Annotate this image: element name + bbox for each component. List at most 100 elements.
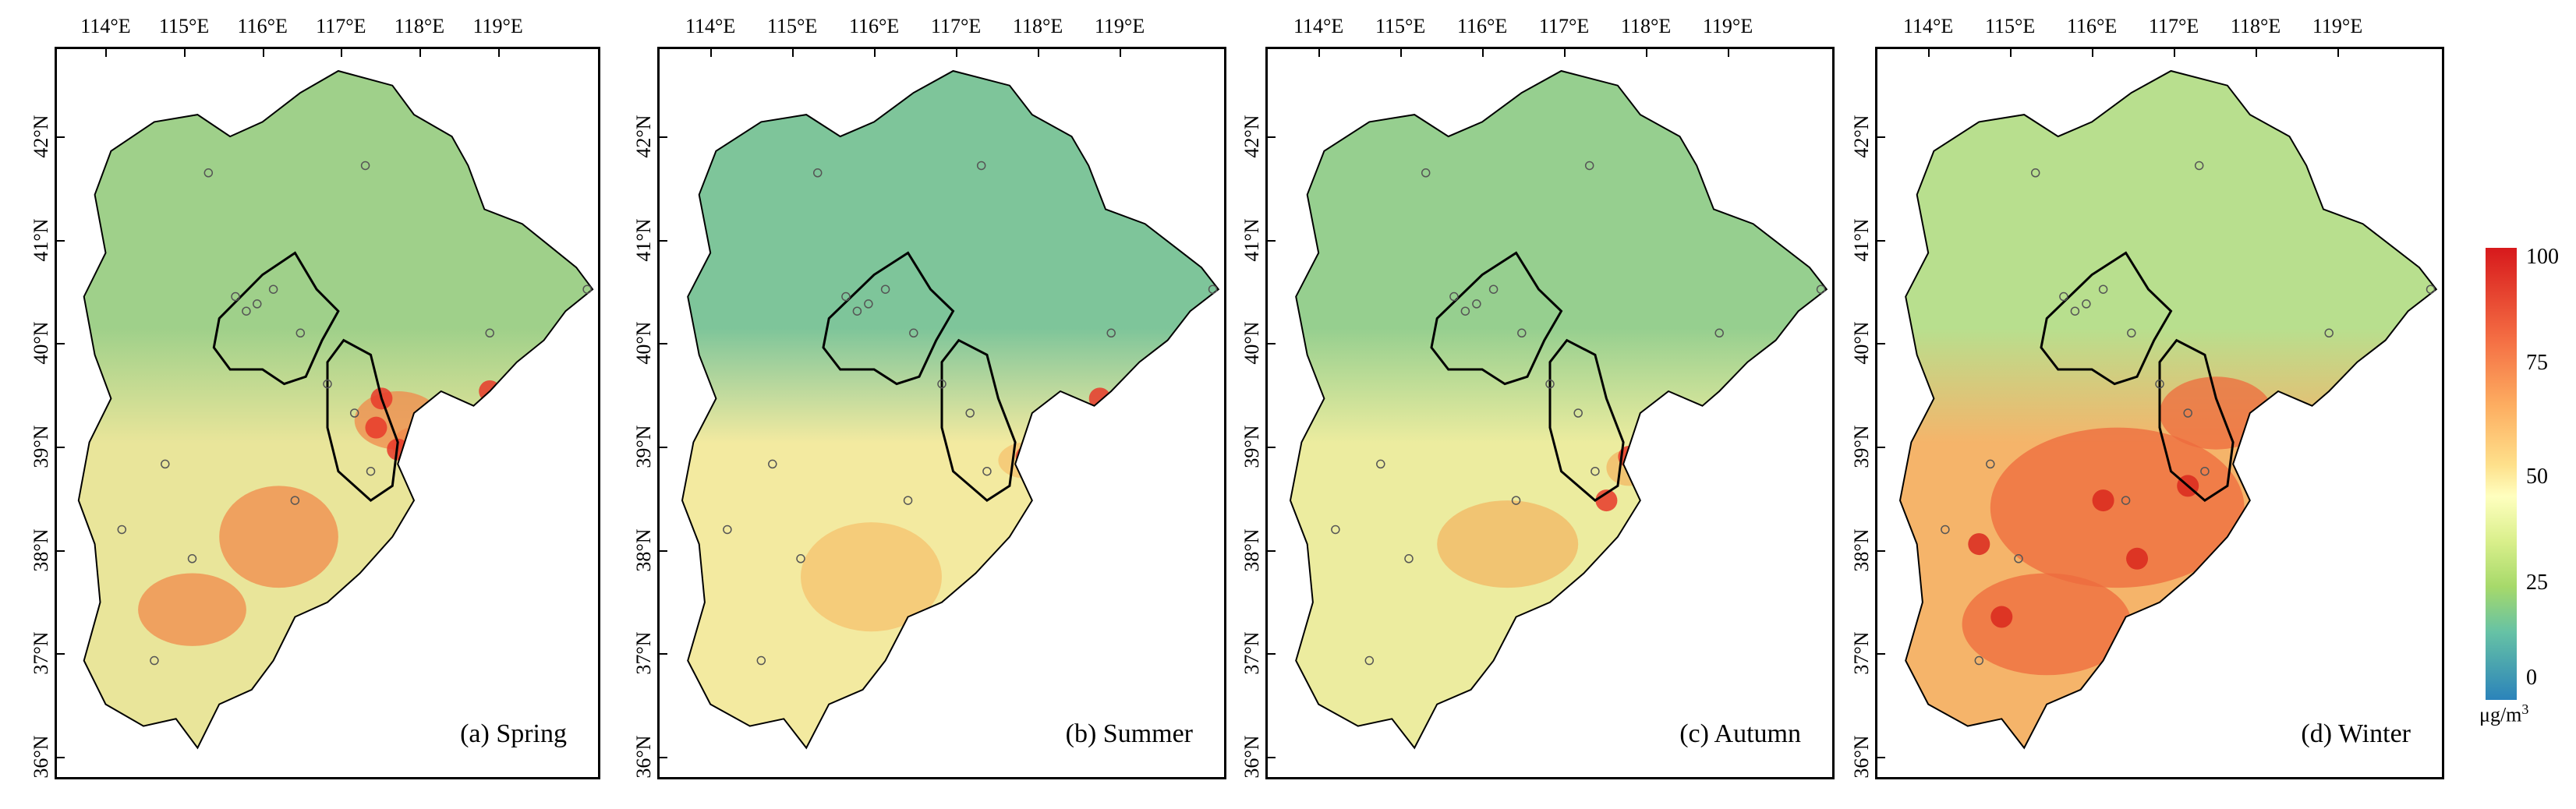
monitoring-station — [864, 299, 873, 309]
latitude-tick: 38°N — [1850, 528, 1873, 572]
tick-mark — [2010, 49, 2012, 57]
latitude-tick: 37°N — [1850, 631, 1873, 675]
monitoring-station — [295, 328, 306, 338]
monitoring-station — [2059, 291, 2068, 302]
tick-mark — [1564, 49, 1566, 57]
beijing-boundary — [822, 251, 955, 386]
tick-mark — [1268, 136, 1276, 139]
monitoring-station — [880, 284, 890, 294]
tick-mark — [660, 239, 667, 242]
panel-label: (d) Winter — [2301, 719, 2411, 748]
tick-mark — [1268, 653, 1276, 655]
longitude-tick: 115°E — [1984, 15, 2036, 37]
latitude-tick: 40°N — [1850, 321, 1873, 365]
monitoring-station — [1517, 328, 1527, 338]
tick-mark — [1268, 343, 1276, 345]
monitoring-station — [360, 161, 370, 171]
longitude-tick: 118°E — [1012, 15, 1063, 37]
longitude-tick: 116°E — [2066, 15, 2118, 37]
tick-mark — [874, 49, 876, 57]
latitude-tick: 37°N — [1240, 631, 1263, 675]
longitude-tick: 117°E — [316, 15, 366, 37]
hotspot — [2092, 489, 2114, 512]
tick-mark — [2256, 49, 2258, 57]
monitoring-station — [796, 554, 805, 563]
colorbar-unit: μg/m3 — [2479, 701, 2529, 726]
latitude-tick: 39°N — [1240, 425, 1263, 468]
monitoring-station — [203, 168, 214, 178]
tick-mark — [956, 49, 958, 57]
tick-mark — [57, 549, 65, 552]
latitude-tick: 41°N — [30, 218, 52, 262]
tick-mark — [1877, 136, 1885, 139]
latitude-tick: 38°N — [30, 528, 52, 572]
region-fill — [682, 71, 1219, 748]
tick-mark — [1877, 446, 1885, 448]
tianjin-boundary — [1548, 338, 1625, 502]
latitude-tick: 40°N — [632, 321, 655, 365]
longitude-tick: 119°E — [1702, 15, 1753, 37]
monitoring-station — [1106, 328, 1116, 338]
monitoring-station — [965, 408, 975, 418]
monitoring-station — [1472, 299, 1481, 309]
tick-mark — [1646, 49, 1648, 57]
monitoring-station — [1986, 459, 1995, 469]
tick-mark — [105, 49, 108, 57]
longitude-tick: 116°E — [1456, 15, 1508, 37]
tick-mark — [2337, 49, 2340, 57]
monitoring-station — [1460, 306, 1470, 316]
latitude-tick: 41°N — [1850, 218, 1873, 262]
monitoring-station — [1488, 284, 1499, 294]
panel-label: (c) Autumn — [1679, 719, 1801, 748]
monitoring-station — [756, 655, 766, 666]
longitude-tick: 114°E — [1293, 15, 1344, 37]
monitoring-station — [1941, 525, 1950, 535]
pollution-map — [681, 69, 1220, 750]
high-concentration-area — [801, 522, 942, 632]
monitoring-station — [2014, 554, 2023, 563]
tianjin-boundary — [326, 338, 399, 502]
tick-mark — [792, 49, 794, 57]
high-concentration-area — [998, 442, 1055, 479]
monitoring-station — [1511, 496, 1521, 505]
monitoring-station — [2155, 379, 2164, 389]
longitude-tick: 116°E — [237, 15, 288, 37]
latitude-tick: 42°N — [1240, 115, 1263, 158]
panel-label: (b) Summer — [1065, 719, 1193, 748]
high-concentration-area — [219, 486, 338, 588]
high-concentration-area — [138, 573, 246, 646]
hotspot — [1990, 606, 2013, 628]
map-panel-winter: (d) Winter 114°E 115°E 116°E 117°E 118°E 119°… — [1850, 15, 2444, 779]
monitoring-station — [852, 306, 862, 316]
hotspot — [365, 416, 387, 439]
longitude-tick: 114°E — [1902, 15, 1954, 37]
beijing-boundary — [212, 251, 340, 386]
latitude-tick: 36°N — [30, 735, 52, 779]
latitude-tick: 36°N — [632, 735, 655, 779]
monitoring-station — [2070, 306, 2080, 316]
monitoring-station — [1573, 408, 1583, 418]
longitude-tick: 117°E — [1538, 15, 1590, 37]
monitoring-station — [2426, 284, 2436, 294]
pollution-map — [77, 69, 594, 750]
map-panel-autumn: (c) Autumn 114°E 115°E 116°E 117°E 118°E 119°… — [1240, 15, 1835, 779]
tick-mark — [341, 49, 343, 57]
latitude-tick: 39°N — [1850, 425, 1873, 468]
tick-mark — [710, 49, 713, 57]
monitoring-station — [723, 525, 732, 535]
longitude-tick: 116°E — [848, 15, 900, 37]
tick-mark — [1038, 49, 1040, 57]
tick-mark — [1877, 756, 1885, 758]
monitoring-station — [117, 525, 127, 535]
tick-mark — [1400, 49, 1403, 57]
monitoring-station — [937, 379, 947, 389]
tick-mark — [1482, 49, 1484, 57]
beijing-boundary — [1430, 251, 1563, 386]
monitoring-station — [909, 328, 918, 338]
region-boundary — [77, 69, 594, 750]
latitude-tick: 38°N — [1240, 528, 1263, 572]
latitude-tick: 40°N — [30, 321, 52, 365]
beijing-boundary — [2040, 251, 2173, 386]
monitoring-station — [349, 408, 359, 418]
monitoring-station — [2324, 328, 2334, 338]
